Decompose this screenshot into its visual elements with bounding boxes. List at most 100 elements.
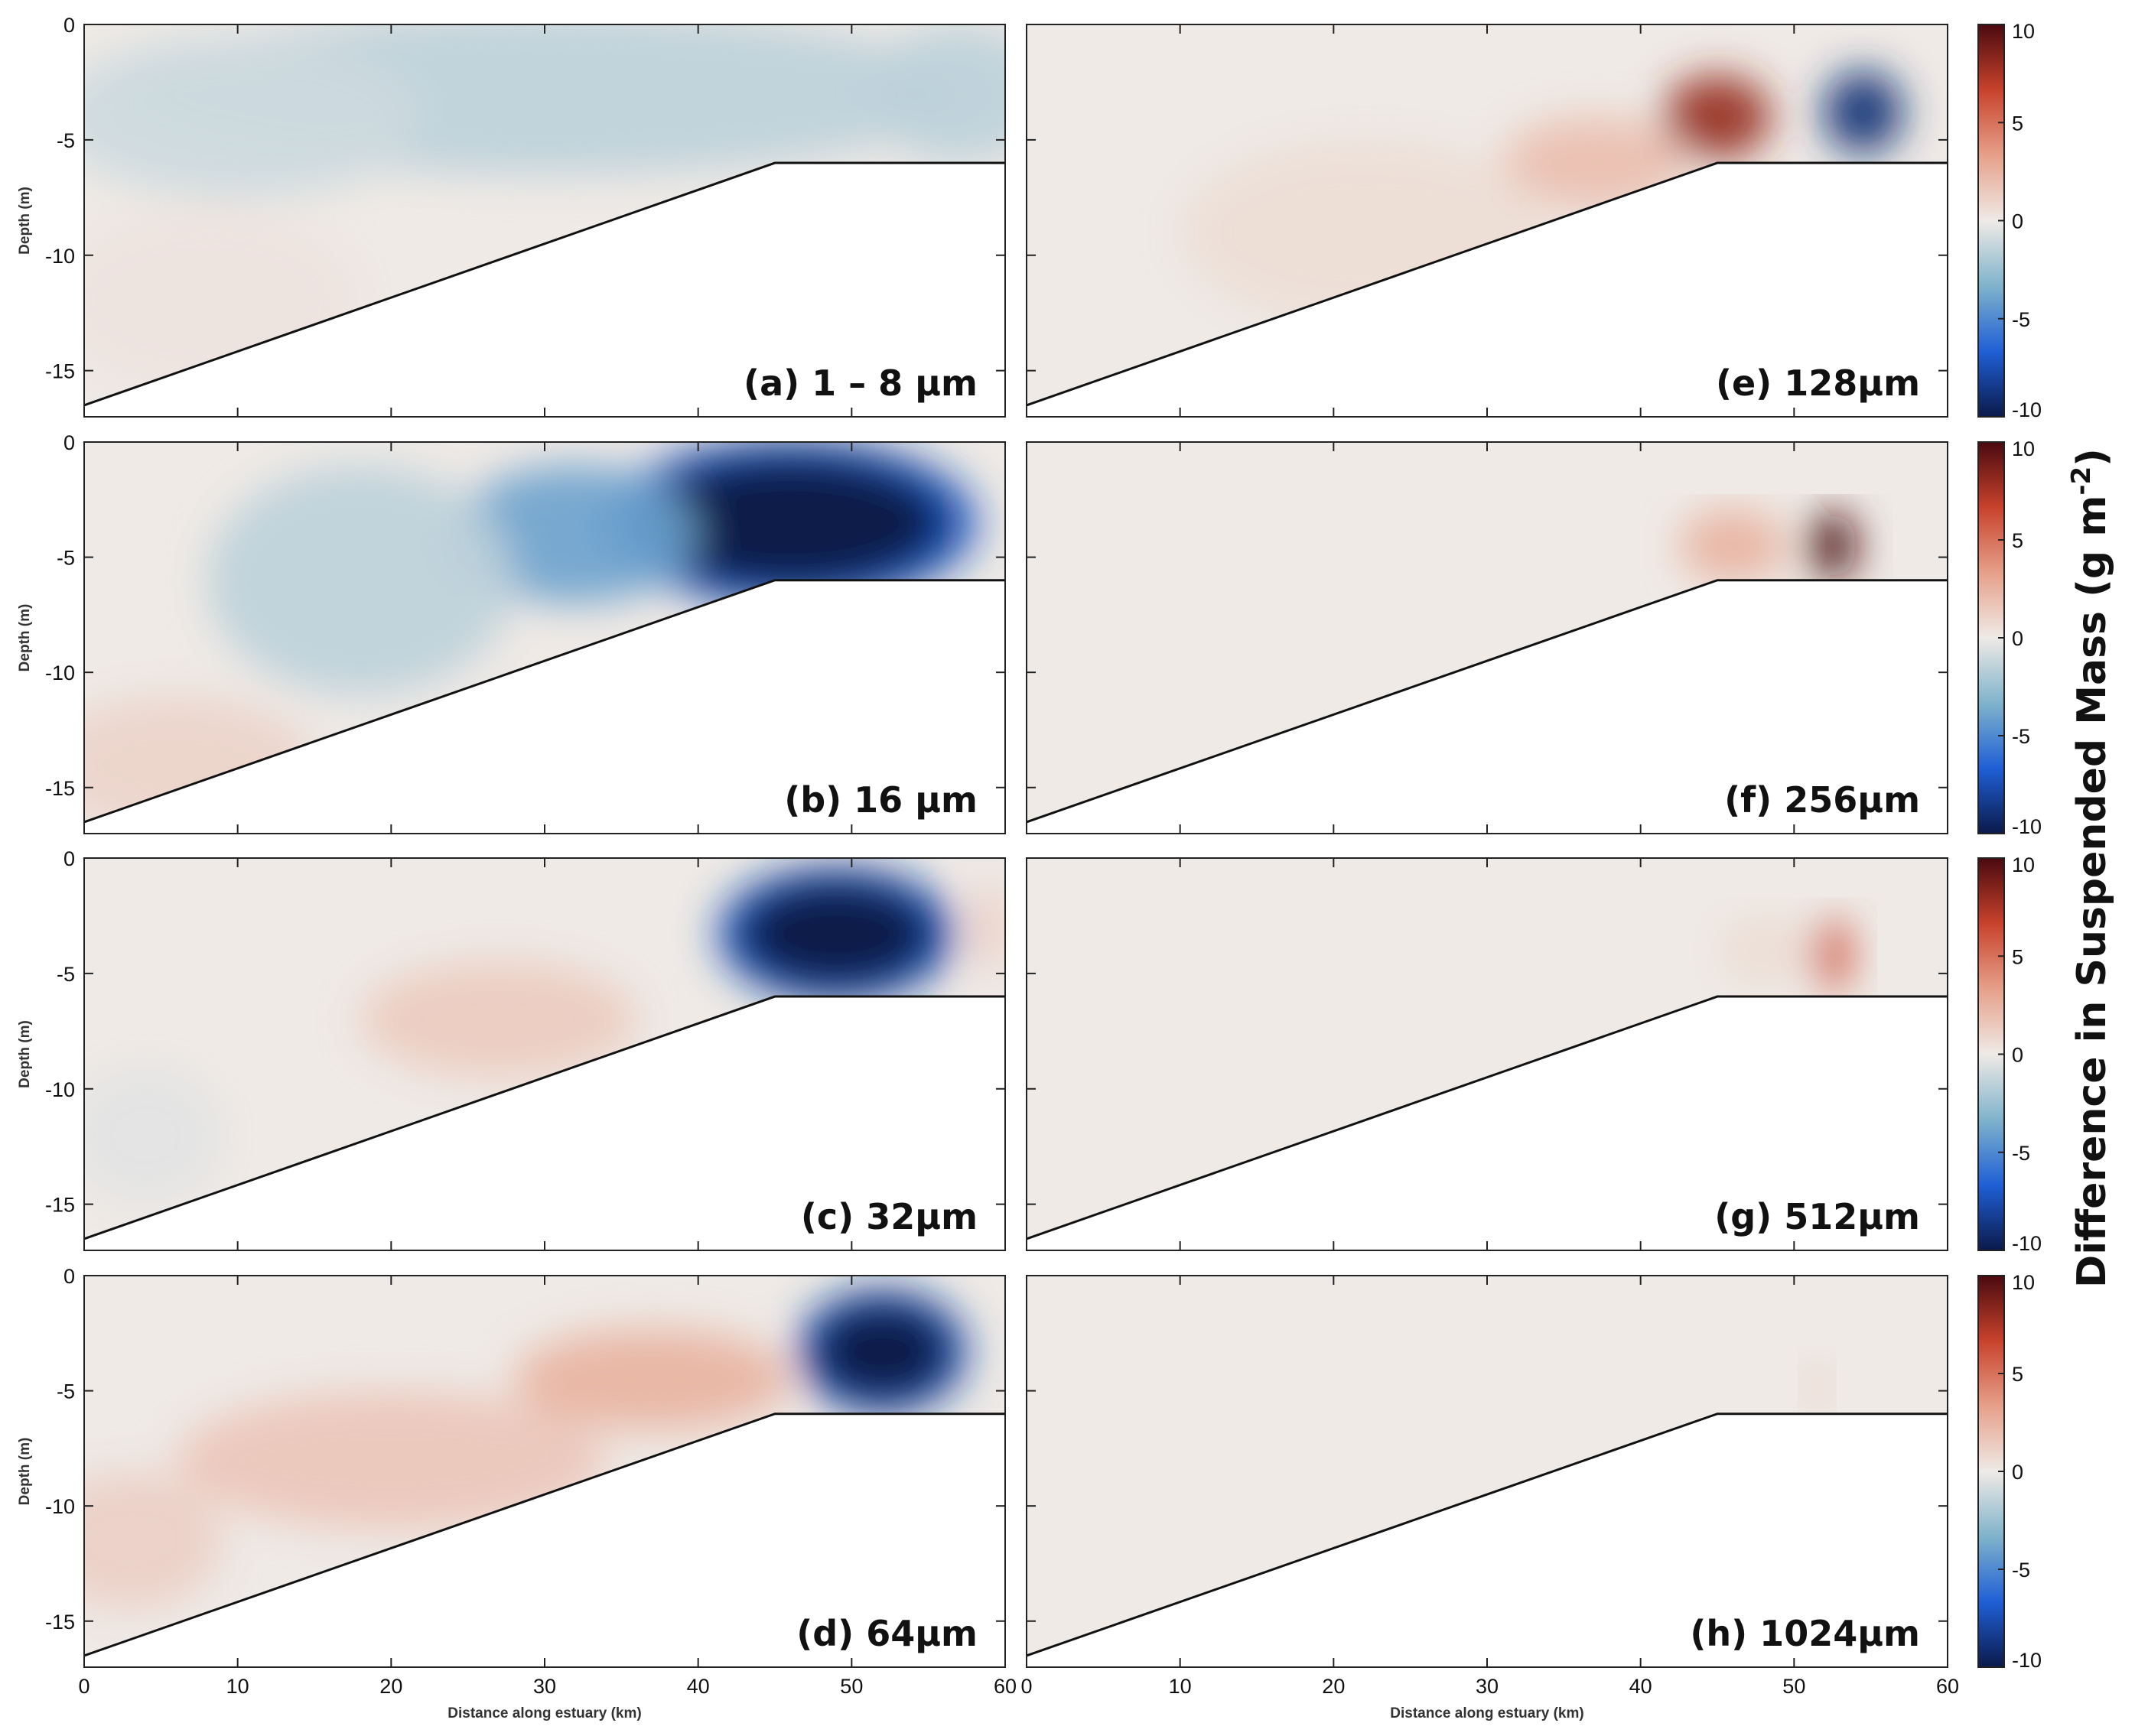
y-tick-label: -5: [57, 547, 75, 570]
panel-d: 0 10 20 30 40 50 60 0 -5 -10 -15 Depth (m) Distance …: [17, 1265, 1017, 1721]
x-tick-label: 40: [687, 1675, 710, 1698]
panel-label-a: (a) 1 – 8 µm: [744, 362, 978, 404]
y-tick-label: 0: [63, 1265, 75, 1288]
anomalies-g: [1717, 913, 1851, 993]
y-tick-label: 0: [63, 14, 75, 37]
x-tick-label: 0: [1020, 1675, 1032, 1698]
y-tick-label: -5: [57, 129, 75, 152]
bathymetry-line-b: [83, 579, 1005, 824]
colorbar-e: 10 5 0 -5 -10: [1977, 20, 2042, 421]
colorbar-tick-label: 5: [2012, 1363, 2023, 1386]
colorbar-tick-label: 10: [2012, 437, 2035, 460]
anomaly-b-1: [452, 465, 698, 603]
x-tick-label: 30: [1476, 1675, 1499, 1698]
anomaly-core-b-0: [638, 456, 942, 590]
colorbar-tick-label: 0: [2012, 627, 2023, 650]
panel-a: 0 -5 -10 -15 Depth (m) (a) 1 – 8 µm: [17, 14, 1006, 418]
colorbar-tick-label: -5: [2012, 725, 2030, 748]
colorbar-title: Difference in Suspended Mass (g m-2): [2066, 448, 2115, 1288]
panel-b: 0 -5 -10 -15 Depth (m) (b) 16 µm: [17, 431, 1006, 834]
panel-g: (g) 512µm: [1026, 857, 1948, 1251]
anomaly-e-1: [1502, 116, 1687, 210]
y-tick-label: -10: [45, 1078, 75, 1101]
colorbar-h: 10 5 0 -5 -10: [1977, 1271, 2042, 1672]
y-tick-label: -15: [45, 1611, 75, 1634]
anomalies-a: [84, 24, 1005, 394]
anomalies-c: [84, 865, 1005, 1204]
x-tick-label: 30: [533, 1675, 556, 1698]
panel-label-h: (h) 1024µm: [1690, 1613, 1920, 1654]
x-tick-label: 60: [1936, 1675, 1959, 1698]
panel-label-e: (e) 128µm: [1716, 362, 1920, 404]
anomaly-h-0: [1803, 1358, 1831, 1414]
seabed-a: [84, 163, 1005, 417]
bathymetry-line-a: [83, 161, 1005, 407]
y-tick-label: -10: [45, 662, 75, 684]
panel-label-g: (g) 512µm: [1714, 1196, 1920, 1237]
x-tick-label: 0: [78, 1675, 90, 1698]
y-tick-label: -15: [45, 777, 75, 800]
anomalies-h: [1803, 1358, 1831, 1414]
colorbar-tick-label: 10: [2012, 853, 2035, 876]
x-tick-label: 50: [840, 1675, 863, 1698]
colorbar-tick-label: -10: [2012, 1232, 2042, 1255]
colorbar-tick-label: 5: [2012, 529, 2023, 552]
anomaly-e-3: [1823, 70, 1903, 154]
x-axis-label: Distance along estuary (km): [1390, 1705, 1583, 1721]
colorbar-tick-label: 10: [2012, 20, 2035, 43]
colorbar-tick-label: 0: [2012, 1461, 2023, 1484]
panel-label-d: (d) 64µm: [796, 1613, 978, 1654]
y-tick-label: -15: [45, 1194, 75, 1217]
y-tick-label: -10: [45, 245, 75, 268]
panel-label-c: (c) 32µm: [801, 1196, 978, 1237]
anomaly-g-1: [1717, 913, 1810, 987]
y-axis-label: Depth (m): [17, 1020, 33, 1088]
colorbar-tick-label: 0: [2012, 1044, 2023, 1067]
anomaly-core-d-0: [813, 1302, 952, 1402]
x-axis-label: Distance along estuary (km): [448, 1705, 641, 1721]
colorbar-tick-label: -10: [2012, 815, 2042, 838]
panel-label-f: (f) 256µm: [1724, 779, 1920, 821]
colorbar-tick-label: 0: [2012, 210, 2023, 233]
anomaly-f-1: [1678, 509, 1787, 583]
bathymetry-line-c: [83, 995, 1005, 1240]
y-tick-label: 0: [63, 431, 75, 454]
anomaly-c-2: [84, 1065, 223, 1204]
colorbar-tick-label: -5: [2012, 1142, 2030, 1165]
colorbar-tick-label: -5: [2012, 308, 2030, 331]
y-tick-label: -5: [57, 963, 75, 986]
anomalies-f: [1678, 509, 1857, 583]
seabed-b: [84, 580, 1005, 834]
anomaly-a-2: [867, 24, 1005, 164]
bathymetry-line-d: [83, 1413, 1005, 1657]
anomaly-d-1: [513, 1328, 791, 1430]
x-tick-label: 20: [379, 1675, 402, 1698]
anomaly-g-0: [1814, 918, 1851, 993]
seabed-c: [84, 996, 1005, 1250]
anomaly-f-0: [1808, 511, 1857, 580]
anomaly-c-3: [974, 881, 1005, 974]
panel-c: 0 -5 -10 -15 Depth (m) (c) 32µm: [17, 847, 1006, 1251]
x-tick-label: 10: [226, 1675, 249, 1698]
bathymetry-line-h: [1026, 1413, 1948, 1657]
seabed-e: [1027, 163, 1948, 417]
colorbars-layer: 10 5 0 -5 -10 10 5 0 -5 -10 10 5 0 -5 -10 10 5 0 -5 -10: [1977, 20, 2042, 1672]
seabed-h: [1027, 1413, 1948, 1667]
panel-label-b: (b) 16 µm: [784, 779, 978, 821]
colorbar-tick-label: -5: [2012, 1559, 2030, 1582]
panel-e: (e) 128µm: [1026, 24, 1948, 418]
y-tick-label: 0: [63, 847, 75, 870]
colorbar-tick-label: 5: [2012, 945, 2023, 968]
seabed-g: [1027, 996, 1948, 1250]
colorbar-g: 10 5 0 -5 -10: [1977, 853, 2042, 1255]
colorbar-tick-label: -10: [2012, 398, 2042, 421]
y-tick-label: -15: [45, 360, 75, 383]
anomaly-b-2: [207, 465, 514, 696]
colorbar-f: 10 5 0 -5 -10: [1977, 437, 2042, 838]
anomaly-core-c-0: [739, 879, 933, 989]
anomaly-e-0: [1663, 75, 1772, 159]
y-tick-label: -5: [57, 1380, 75, 1403]
bathymetry-line-g: [1026, 995, 1948, 1240]
colorbar-tick-label: -10: [2012, 1649, 2042, 1672]
